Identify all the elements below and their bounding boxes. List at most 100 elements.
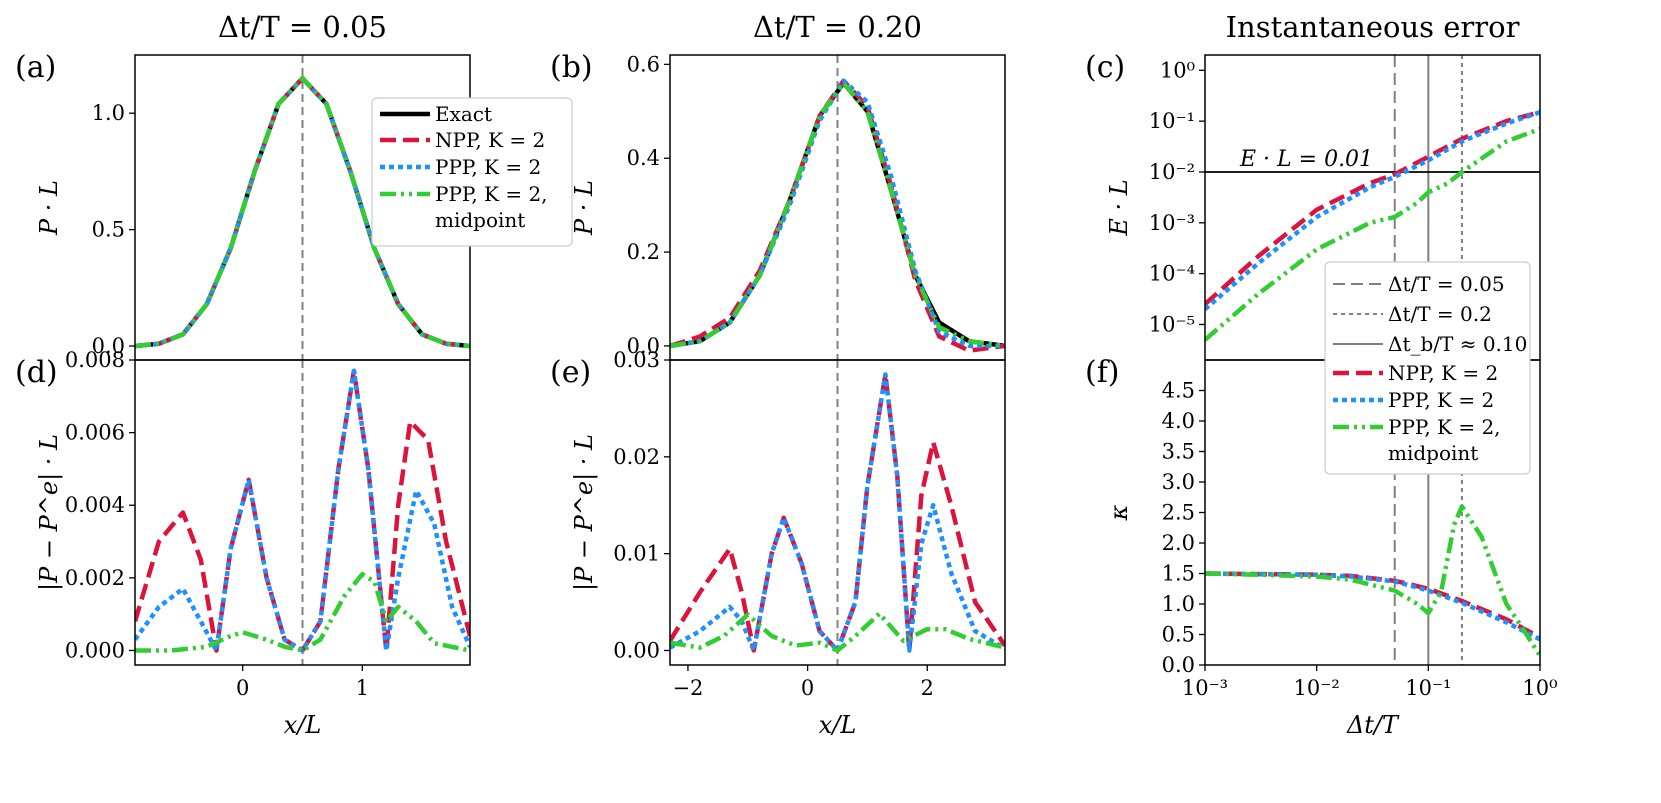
series-line-mid [670,80,1005,349]
y-tick-label: 1.5 [1162,562,1195,586]
y-tick-label: 0.2 [627,240,660,264]
legend-box [371,97,573,247]
y-tick-label: 0.0 [1162,653,1195,677]
axes-frame [134,359,471,666]
legend-label: Exact [435,102,492,126]
y-tick-label: 4.0 [1162,409,1195,433]
series-line-mid [1205,504,1540,658]
panel-label: (a) [15,50,56,85]
y-axis-label: E · L [1105,179,1133,236]
panel-d: 0.000 0.002 0.004 0.006 0.008 0 1 (d) |P − P^e| … [15,348,471,739]
panel-f: 0.0 0.5 1.0 1.5 2.0 2.5 3.0 3.5 4.0 4.5 10⁻³ 10⁻² 10… [1085,355,1558,739]
series-group [135,76,470,349]
panel-title: Instantaneous error [1226,10,1520,44]
y-tick-label: 10⁻² [1149,160,1195,184]
panel-label: (b) [550,50,593,85]
panel-label: (f) [1085,355,1120,390]
y-axis-label: P · L [35,180,63,236]
y-tick-label: 0.5 [92,218,125,242]
series-group [1205,504,1540,658]
y-tick-label: 0.0 [627,334,660,358]
y-tick-label: 2.0 [1162,531,1195,555]
x-axis-label: Δt/T [1346,711,1400,739]
y-tick-label: 0.000 [65,638,125,662]
legend-label: PPP, K = 2, [435,182,548,206]
y-tick-label: 0.03 [613,348,660,372]
y-tick-label: 0.4 [627,146,660,170]
y-axis-label: |P − P^e| · L [35,434,64,591]
legend-label: midpoint [435,208,525,232]
y-tick-label: 10⁻³ [1149,211,1195,235]
series-group [1205,110,1540,342]
legend-label: NPP, K = 2 [1388,361,1498,385]
y-axis-label: |P − P^e| · L [570,434,599,591]
panel-title: Δt/T = 0.20 [753,10,922,44]
x-tick-label: 10⁰ [1522,676,1557,700]
series-line-mid [135,76,470,349]
legend-label: PPP, K = 2 [435,155,541,179]
series-group [135,368,470,653]
y-tick-label: 2.5 [1162,501,1195,525]
y-tick-label: 0.01 [613,542,660,566]
legend-label: Δt/T = 0.05 [1388,272,1505,296]
y-tick-label: 0.02 [613,445,660,469]
x-tick-label: 10⁻¹ [1405,676,1451,700]
legend-label: midpoint [1388,441,1478,465]
y-tick-label: 10⁰ [1160,58,1195,82]
legend-label: PPP, K = 2, [1388,415,1501,439]
y-tick-label: 10⁻¹ [1149,109,1195,133]
y-tick-label: 0.006 [65,421,125,445]
y-tick-label: 0.0 [92,334,125,358]
x-tick-label: −2 [672,676,703,700]
series-line-mid [670,611,1005,653]
y-axis-label: P · L [570,180,598,236]
panel-b: 0.0 0.2 0.4 0.6 (b) Δt/T = 0.20 P · L [550,10,1006,361]
x-tick-label: 0 [801,676,814,700]
y-tick-label: 0.5 [1162,623,1195,647]
series-line-mid [135,571,470,653]
x-axis-label: x/L [284,711,322,739]
y-tick-label: 0.008 [65,348,125,372]
axes-frame [669,359,1006,666]
series-line-mid [1205,126,1540,342]
y-tick-label: 1.0 [92,101,125,125]
series-line-npp [135,368,470,653]
panel-label: (e) [550,355,591,390]
legend-label: Δt/T = 0.2 [1388,302,1492,326]
y-tick-label: 4.5 [1162,379,1195,403]
y-tick-label: 0.00 [613,638,660,662]
annotation: E · L = 0.01 [1239,147,1373,172]
x-tick-label: 2 [921,676,934,700]
series-group [670,78,1005,353]
x-tick-label: 1 [356,676,369,700]
x-tick-label: 10⁻³ [1182,676,1228,700]
x-axis-label: x/L [819,711,857,739]
legend-label: NPP, K = 2 [435,128,545,152]
y-tick-label: 3.5 [1162,440,1195,464]
y-tick-label: 0.002 [65,566,125,590]
panel-a: 0.0 0.5 1.0 (a) Δt/T = 0.05 P · L [15,10,471,361]
y-tick-label: 0.6 [627,52,660,76]
series-line-npp [670,372,1005,653]
y-tick-label: 1.0 [1162,592,1195,616]
panel-e: 0.00 0.01 0.02 0.03 −2 0 2 (e) |P − P^e| · L x/L [550,348,1006,739]
y-tick-label: 0.004 [65,493,125,517]
legend-c: Δt/T = 0.05 Δt/T = 0.2 Δt_b/T ≈ 0.10 NPP, K… [1324,261,1531,475]
legend-label: Δt_b/T ≈ 0.10 [1388,332,1527,356]
series-line-ppp [135,368,470,653]
y-tick-label: 3.0 [1162,470,1195,494]
x-tick-label: 0 [236,676,249,700]
legend-label: PPP, K = 2 [1388,388,1494,412]
panel-label: (c) [1085,50,1125,85]
y-tick-label: 10⁻⁴ [1149,262,1195,286]
y-axis-label: κ [1105,504,1133,521]
x-tick-label: 10⁻² [1294,676,1340,700]
panel-label: (d) [15,355,58,390]
y-tick-label: 10⁻⁵ [1149,312,1195,336]
series-line-npp [1205,571,1540,640]
series-line-ppp [670,78,1005,349]
series-line-ppp [1205,571,1540,642]
series-line-npp [1205,110,1540,306]
